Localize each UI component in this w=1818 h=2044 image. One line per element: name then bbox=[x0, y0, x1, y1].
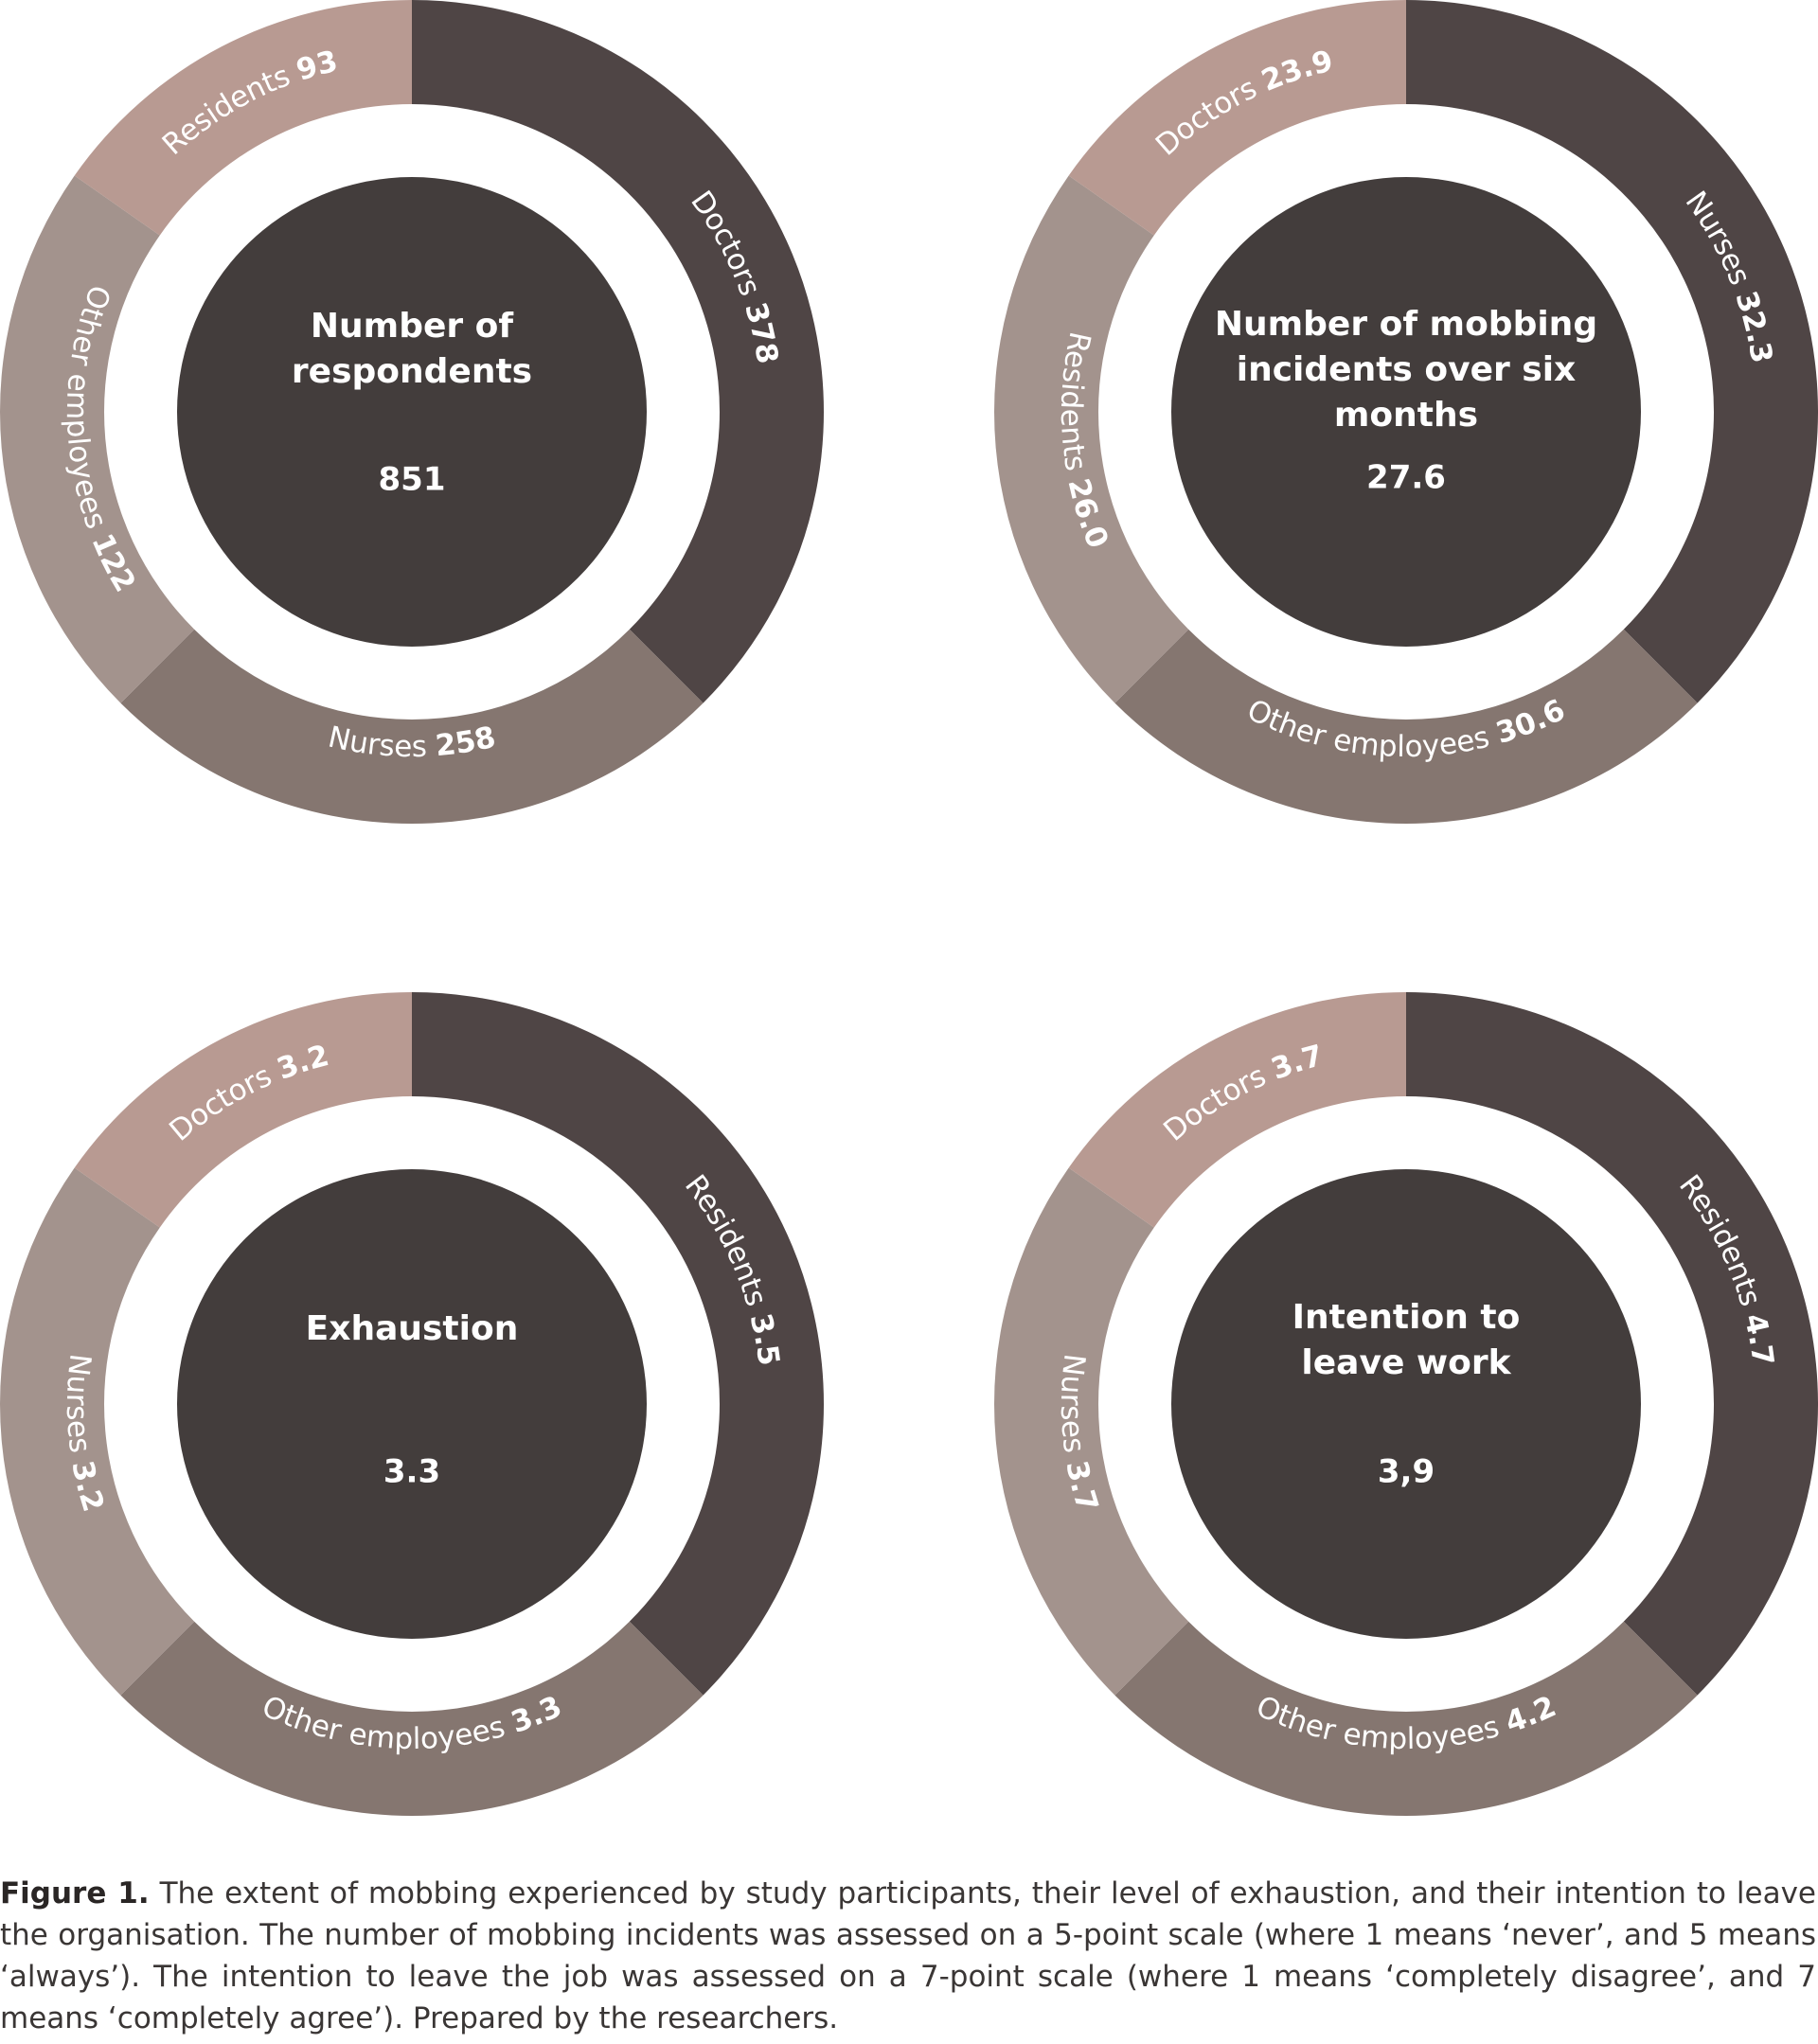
chart-title-line: Number of mobbing bbox=[1215, 305, 1597, 344]
ring-segment-doctors bbox=[1068, 992, 1406, 1228]
chart-title-line: respondents bbox=[292, 352, 532, 391]
ring-segment-doctors bbox=[74, 992, 413, 1228]
caption-label: Figure 1. bbox=[0, 1876, 150, 1911]
ring-segment-other-employees bbox=[1114, 629, 1698, 824]
figure-caption: Figure 1. The extent of mobbing experien… bbox=[0, 1873, 1816, 2039]
center-disc bbox=[177, 1169, 647, 1639]
chart-title-line: Number of bbox=[311, 307, 513, 346]
ring-segment-other-employees bbox=[0, 175, 195, 703]
slice-name: Nurses bbox=[1054, 1352, 1093, 1465]
ring-segment-nurses bbox=[0, 1167, 195, 1696]
ring-segment-residents bbox=[412, 992, 824, 1696]
chart-total-value: 27.6 bbox=[1366, 459, 1446, 497]
chart-title-line: Intention to bbox=[1292, 1298, 1521, 1337]
ring-segment-residents bbox=[74, 0, 413, 236]
slice-name: Nurses bbox=[60, 1352, 98, 1465]
ring-segment-residents bbox=[994, 175, 1189, 703]
chart-title-line: incidents over six bbox=[1237, 350, 1577, 389]
ring-segment-nurses bbox=[1406, 0, 1818, 703]
ring-segment-other-employees bbox=[1114, 1621, 1698, 1816]
center-disc bbox=[1171, 177, 1641, 647]
ring-segment-nurses bbox=[120, 629, 704, 824]
chart-total-value: 3.3 bbox=[383, 1453, 440, 1491]
ring-segment-doctors bbox=[1068, 0, 1406, 236]
ring-segment-other-employees bbox=[120, 1621, 704, 1816]
chart-total-value: 3,9 bbox=[1378, 1453, 1435, 1491]
center-disc bbox=[177, 177, 647, 647]
center-disc bbox=[1171, 1169, 1641, 1639]
chart-total-value: 851 bbox=[379, 461, 446, 499]
slice-label-nurses: Nurses 3.2 bbox=[60, 1352, 111, 1516]
chart-title-line: Exhaustion bbox=[306, 1309, 519, 1348]
ring-segment-residents bbox=[1406, 992, 1818, 1696]
chart-title-line: months bbox=[1334, 396, 1478, 435]
caption-text: The extent of mobbing experienced by stu… bbox=[0, 1876, 1817, 2035]
ring-segment-doctors bbox=[412, 0, 824, 703]
ring-segment-nurses bbox=[994, 1167, 1189, 1696]
chart-title-line: leave work bbox=[1301, 1343, 1511, 1382]
